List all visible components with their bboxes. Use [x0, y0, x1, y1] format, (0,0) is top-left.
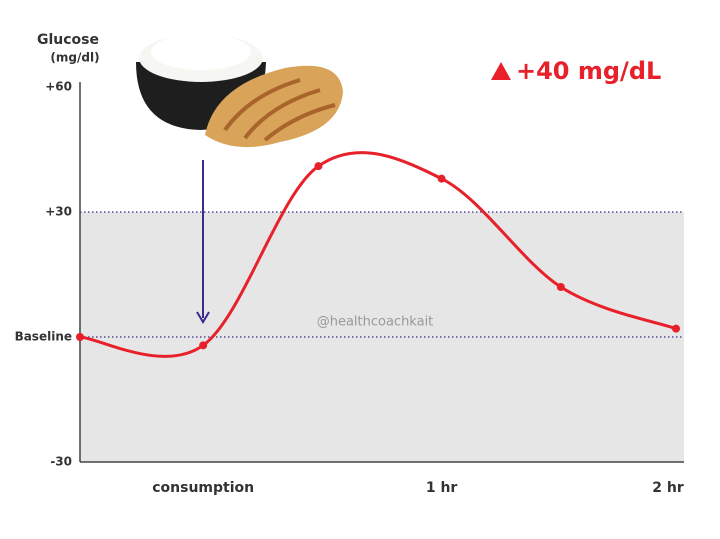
line: [79, 151, 677, 358]
y-tick-label: +60: [45, 80, 72, 94]
point: [556, 283, 565, 291]
y-tick-label: Baseline: [15, 330, 72, 344]
watermark: @healthcoachkait: [317, 315, 434, 330]
x-tick-label: consumption: [152, 480, 254, 496]
point: [199, 341, 208, 350]
food-illustration: [136, 34, 343, 148]
y-axis-title: Glucose: [37, 32, 99, 48]
y-axis-unit: (mg/dl): [50, 51, 99, 65]
x-tick-label: 2 hr: [652, 480, 684, 496]
point: [672, 324, 681, 333]
point: [76, 333, 84, 341]
y-tick-label: -30: [50, 455, 72, 469]
x-tick-label: 1 hr: [426, 480, 458, 496]
point: [314, 162, 323, 171]
annotation: +40 mg/dL: [516, 57, 661, 85]
up-triangle: [491, 62, 511, 80]
point: [437, 174, 446, 183]
arrow-head: [196, 311, 210, 324]
y-tick-label: +30: [45, 205, 72, 219]
